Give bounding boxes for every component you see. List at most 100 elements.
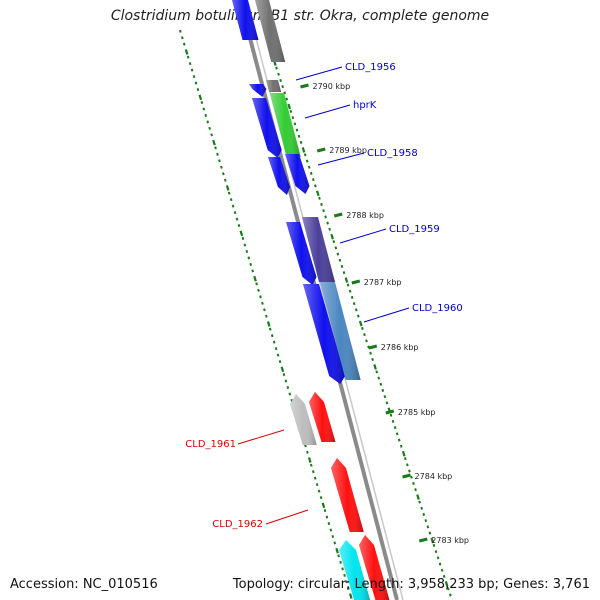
gc-dot-left (327, 522, 331, 526)
gc-dot-right (365, 339, 368, 343)
gc-dot-right (428, 531, 432, 535)
gc-dot-left (194, 81, 198, 85)
gc-dot-left (225, 185, 230, 191)
feature-cds-shading (285, 154, 310, 194)
kbp-tick (300, 83, 309, 89)
gc-dot-right (324, 215, 327, 219)
gc-dot-right (434, 550, 438, 554)
gc-dot-right (336, 252, 340, 256)
gc-dot-right (314, 184, 317, 188)
gc-dot-left (220, 165, 223, 169)
gene-label-cld_1960[interactable]: CLD_1960 (412, 303, 463, 314)
gc-dot-left (186, 55, 190, 59)
gene-label-hprk[interactable]: hprK (353, 100, 377, 111)
gc-dot-right (312, 178, 315, 182)
gc-dot-right (301, 147, 306, 153)
feature-cds-shading (266, 80, 282, 92)
gc-dot-left (188, 62, 192, 66)
gc-dot-right (318, 196, 321, 200)
gc-dot-left (266, 321, 271, 327)
gc-dot-right (283, 91, 287, 95)
gc-dot-left (218, 159, 221, 163)
gc-dot-right (322, 209, 325, 213)
kbp-tick (316, 147, 326, 153)
gc-dot-left (268, 327, 272, 331)
gc-dot-right (293, 122, 297, 126)
gc-dot-left (253, 275, 257, 282)
feature-cds-shading (249, 84, 267, 97)
gc-dot-left (190, 68, 194, 72)
gc-dot-right (404, 457, 407, 461)
feature-cds-reverse-shading (309, 392, 336, 442)
gc-dot-left (196, 88, 200, 92)
gc-dot-right (334, 246, 338, 250)
gc-dot-right (287, 103, 291, 110)
gc-dot-left (288, 392, 292, 396)
gene-label-cld_1962[interactable]: CLD_1962 (212, 519, 263, 530)
gc-dot-right (420, 506, 423, 510)
gc-dot-left (222, 172, 225, 176)
gc-dot-right (391, 419, 395, 423)
gc-dot-right (358, 320, 363, 327)
accession-label: Accession: NC_010516 (10, 577, 158, 592)
feature-cds-reverse-shading (331, 458, 364, 532)
gc-content-track (179, 29, 454, 600)
gc-dot-left (223, 178, 227, 182)
gc-dot-left (265, 314, 268, 318)
feature-cds-shading (302, 217, 336, 282)
leader-line (317, 152, 365, 166)
gc-dot-left (317, 489, 321, 493)
gc-dot-left (337, 554, 340, 558)
gc-dot-right (367, 345, 370, 349)
leader-line (265, 509, 309, 525)
gc-dot-right (361, 326, 364, 330)
gc-dot-left (243, 243, 247, 247)
gene-label-cld_1956[interactable]: CLD_1956 (345, 62, 396, 73)
feature-cds-shading (286, 222, 317, 285)
gc-dot-left (325, 515, 329, 519)
gene-label-cld_1958[interactable]: CLD_1958 (367, 148, 418, 159)
gene-label-cld_1961[interactable]: CLD_1961 (185, 439, 236, 450)
gc-dot-left (313, 476, 317, 480)
gc-dot-left (286, 385, 290, 390)
gc-dot-left (202, 107, 206, 111)
leader-line (295, 66, 343, 81)
gc-dot-left (315, 483, 319, 487)
kbp-tick-label: 2787 kbp (364, 278, 402, 287)
gc-dot-left (348, 593, 353, 599)
gene-label-cld_1959[interactable]: CLD_1959 (389, 224, 440, 235)
gc-dot-left (251, 269, 254, 273)
gc-dot-right (285, 97, 289, 101)
gc-dot-left (200, 100, 204, 105)
gc-dot-right (377, 376, 381, 380)
gc-dot-right (328, 227, 331, 231)
gc-dot-right (348, 289, 352, 293)
gc-dot-left (241, 237, 245, 241)
gc-dot-left (284, 379, 288, 383)
leader-line (304, 104, 351, 119)
feature-cds-shading (255, 0, 286, 62)
gc-dot-right (373, 364, 377, 370)
kbp-tick (418, 537, 428, 543)
leader-line (237, 429, 285, 445)
gc-dot-right (346, 283, 350, 287)
gc-dot-right (446, 587, 450, 591)
gc-dot-left (321, 502, 326, 509)
map-title: Clostridium botulinum B1 str. Okra, comp… (110, 8, 490, 24)
gc-dot-left (231, 204, 235, 208)
gc-dot-left (255, 282, 258, 286)
gc-dot-right (344, 277, 349, 283)
gc-dot-right (430, 537, 435, 544)
gc-dot-right (436, 556, 440, 560)
feature-cds-shading (303, 284, 346, 384)
gc-dot-right (438, 562, 442, 566)
gc-dot-right (371, 357, 374, 361)
kbp-tick-label: 2784 kbp (415, 472, 453, 481)
feature-cds-shading (270, 93, 301, 157)
gc-dot-left (214, 146, 217, 150)
gc-dot-left (276, 353, 280, 357)
gc-dot-right (350, 295, 354, 299)
gc-dot-right (307, 165, 311, 169)
gc-dot-right (277, 72, 280, 76)
gc-dot-right (408, 469, 411, 473)
